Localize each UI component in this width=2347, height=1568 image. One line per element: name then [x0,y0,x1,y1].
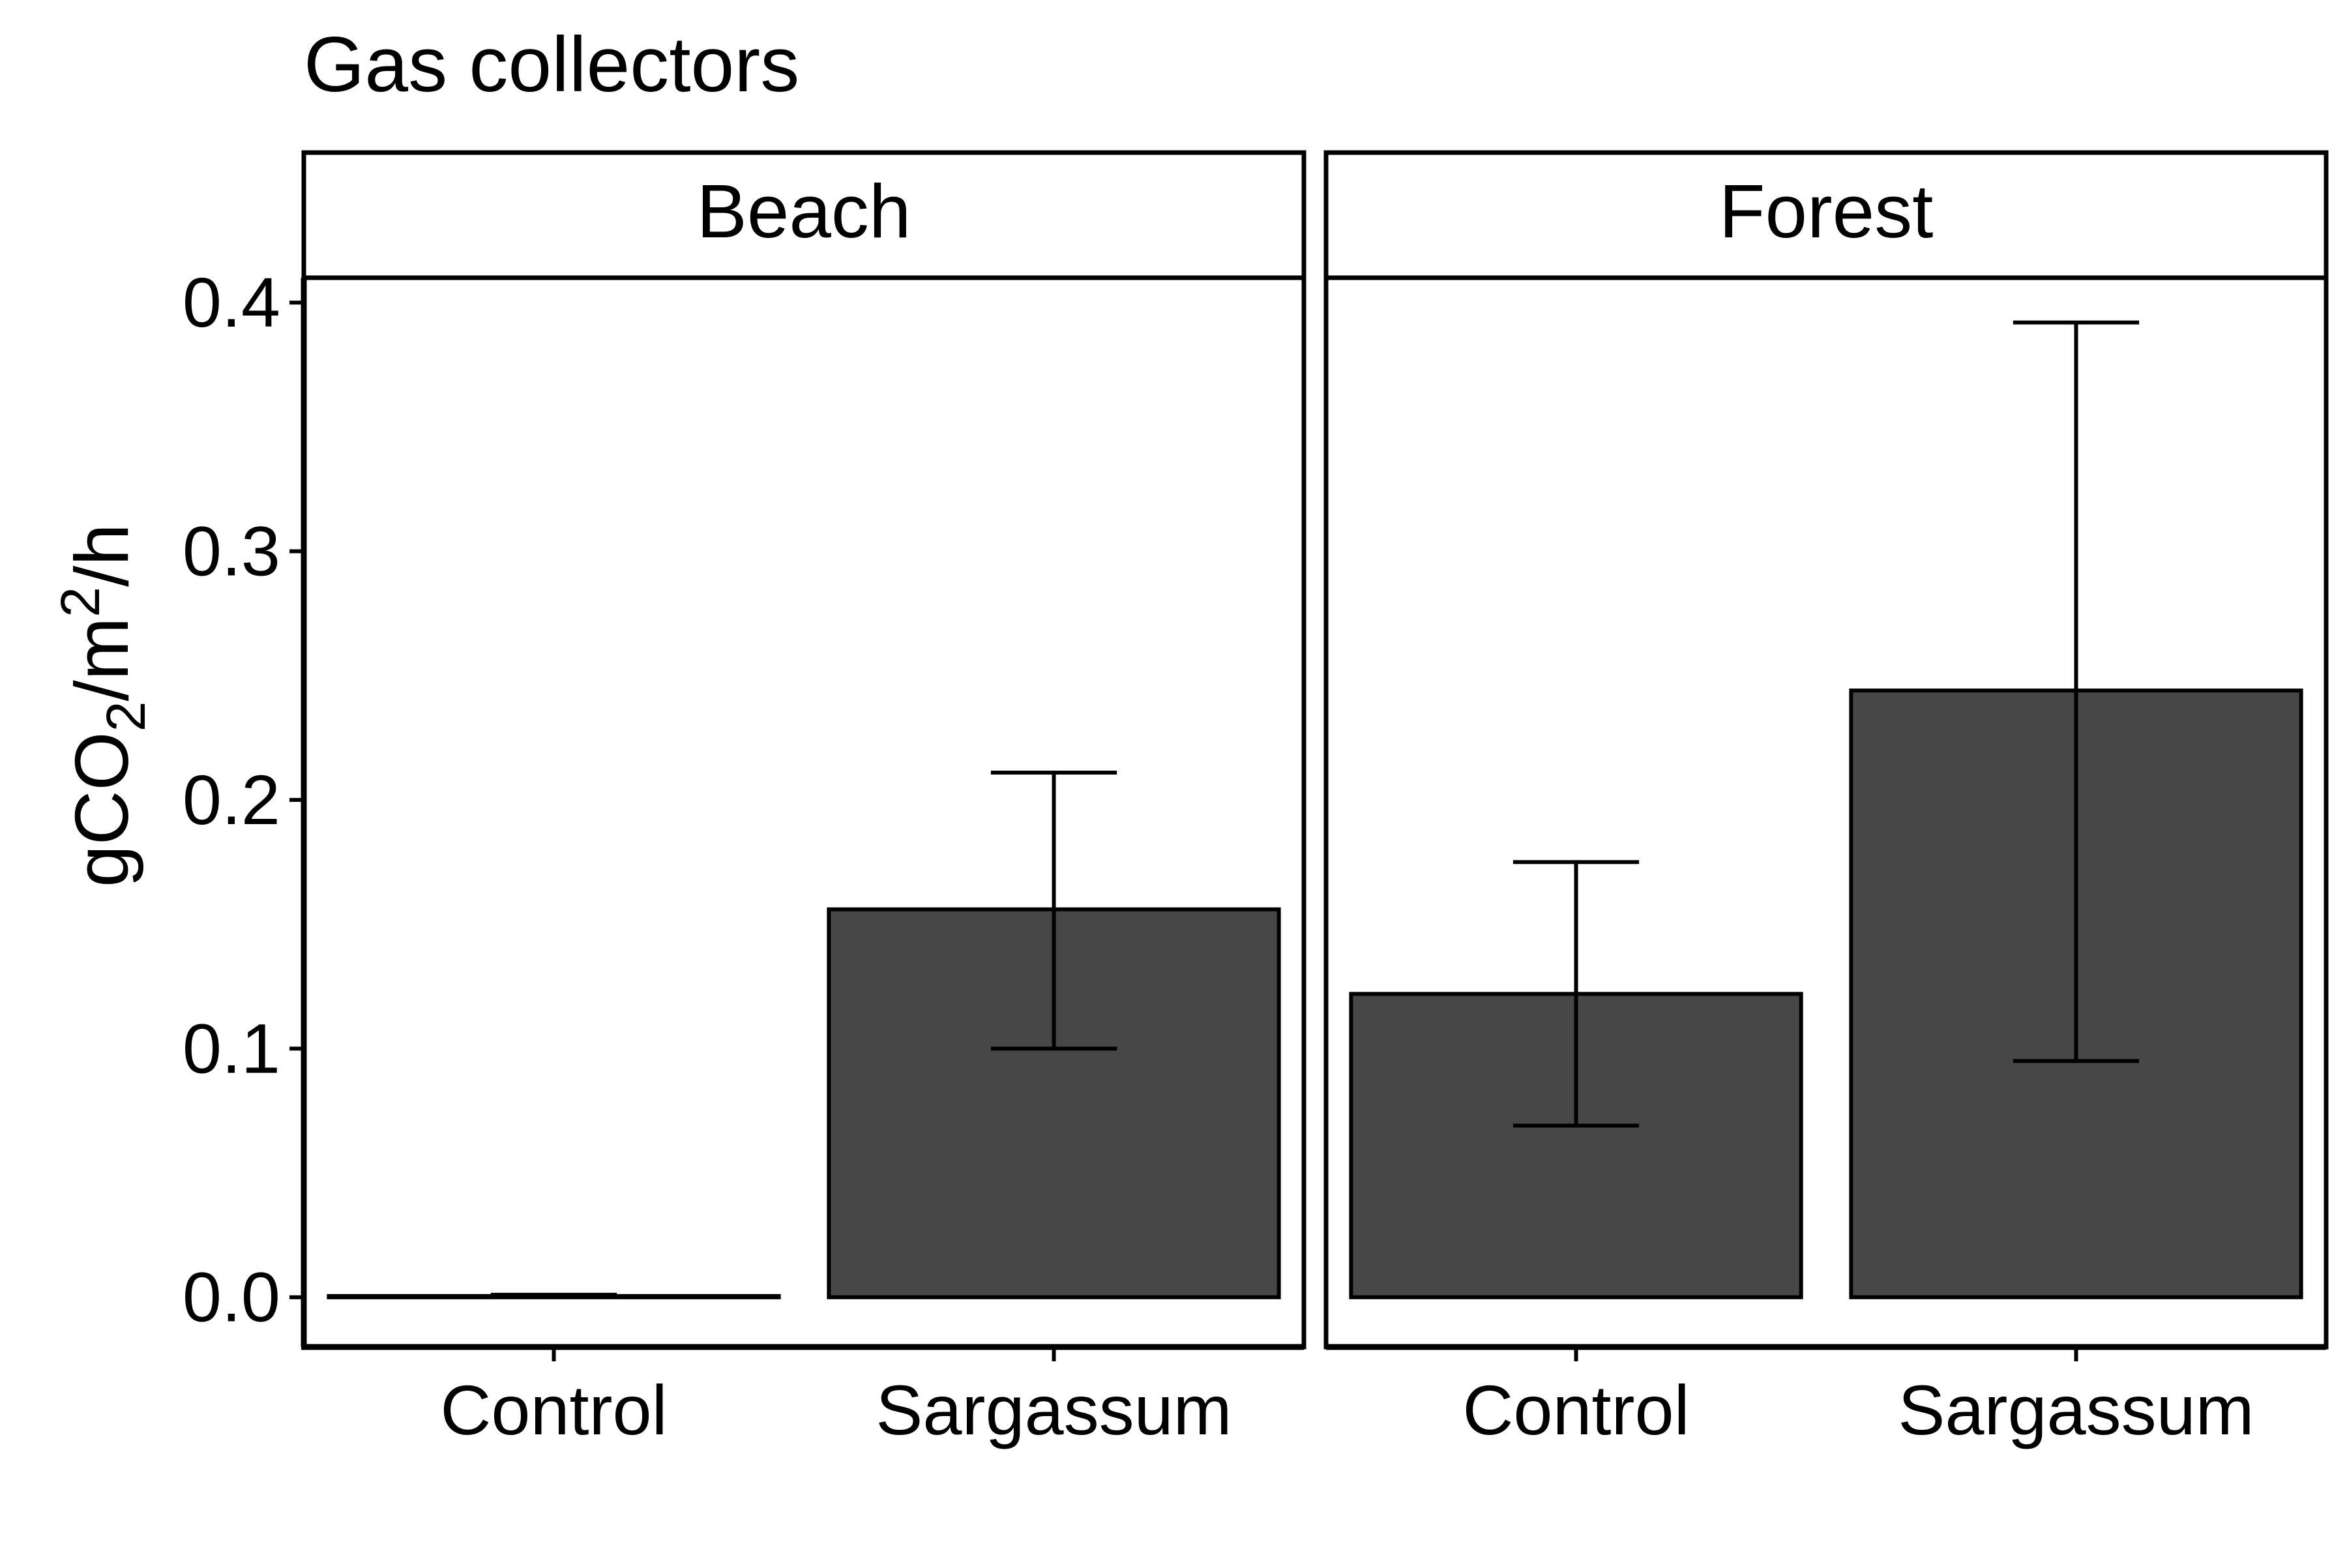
facet-strip [1323,150,2329,280]
y-tick-label: 0.1 [183,1009,280,1087]
x-tick-label: Sargassum [876,1370,1232,1449]
y-axis-title-part: /h [59,524,144,587]
facet-label: Beach [697,169,911,254]
y-axis-title-part: 2 [50,587,111,617]
y-axis-title-part: /m [59,617,144,702]
facet-strip [301,150,1306,280]
y-tick-label: 0.0 [183,1258,280,1337]
y-axis-title-part: gCO [59,732,144,887]
x-tick-label: Control [1462,1370,1689,1449]
chart-title: Gas collectors [304,21,799,108]
y-axis-title: gCO2/m2/h [50,524,156,887]
y-tick-label: 0.4 [183,263,280,342]
y-axis-label: gCO2/m2/h [50,524,156,887]
y-tick-label: 0.2 [183,760,280,839]
x-tick-label: Control [440,1370,667,1449]
y-axis: 0.0 0.1 0.2 0.3 0.4 [183,263,2326,1350]
y-tick-label: 0.3 [183,512,280,591]
panels-layer: Beach Control Sargassum Forest Control Sargas… [301,150,2329,1449]
panel-forest: Forest Control Sargassum [1323,150,2329,1449]
y-axis-title-part: 2 [95,702,156,732]
x-tick-label: Sargassum [1898,1370,2254,1449]
panel-beach: Beach Control Sargassum [301,150,1306,1449]
facet-label: Forest [1719,169,1934,254]
